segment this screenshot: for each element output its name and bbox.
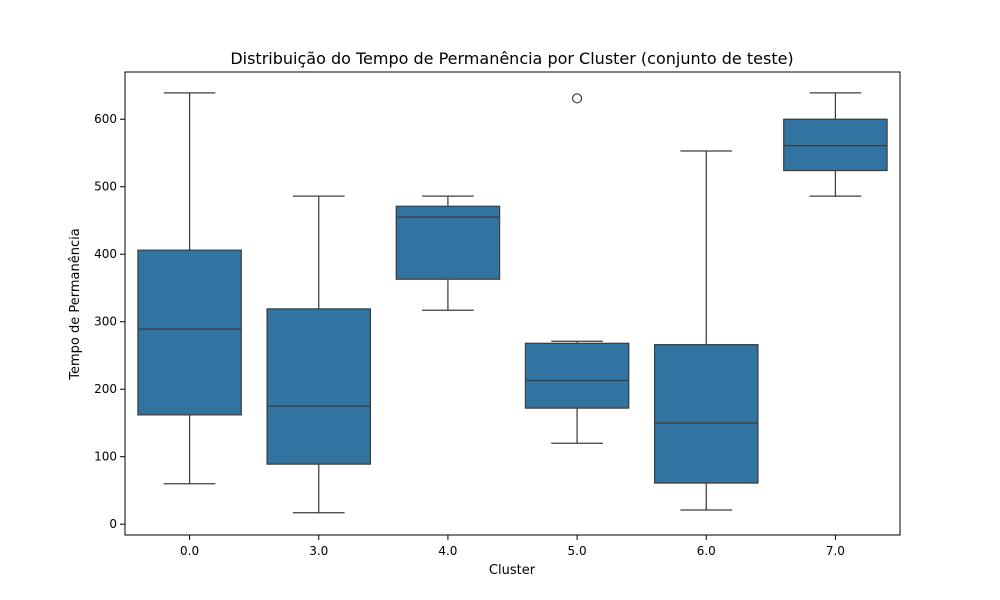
box-group-0.0 bbox=[137, 92, 242, 485]
box-iqr bbox=[653, 344, 759, 484]
box-iqr bbox=[137, 249, 242, 416]
x-axis: 0.0 3.0 4.0 5.0 6.0 7.0 bbox=[180, 535, 845, 558]
y-tick-label: 400 bbox=[94, 247, 117, 261]
box-group-7.0 bbox=[783, 92, 888, 197]
box-iqr bbox=[524, 342, 630, 409]
y-axis-label: Tempo de Permanência bbox=[68, 228, 83, 380]
y-tick-label: 0 bbox=[109, 517, 117, 531]
x-tick-label: 5.0 bbox=[568, 544, 587, 558]
chart-title: Distribuição do Tempo de Permanência por… bbox=[230, 49, 793, 68]
box-series bbox=[137, 92, 888, 514]
outlier-point bbox=[571, 93, 583, 104]
box-group-3.0 bbox=[266, 195, 372, 514]
x-axis-label: Cluster bbox=[489, 563, 536, 578]
y-axis: 0 100 200 300 400 500 600 bbox=[94, 112, 125, 531]
plot-area-frame bbox=[124, 71, 901, 536]
box-group-4.0 bbox=[395, 195, 501, 311]
box-group-5.0 bbox=[524, 93, 630, 444]
x-tick-label: 7.0 bbox=[826, 544, 845, 558]
x-tick-label: 6.0 bbox=[697, 544, 716, 558]
box-group-6.0 bbox=[653, 150, 759, 511]
x-tick-label: 3.0 bbox=[309, 544, 328, 558]
x-tick-label: 0.0 bbox=[180, 544, 199, 558]
box-iqr bbox=[266, 308, 372, 465]
y-tick-label: 500 bbox=[94, 180, 117, 194]
y-tick-label: 300 bbox=[94, 315, 117, 329]
box-iqr bbox=[783, 118, 888, 172]
y-tick-label: 600 bbox=[94, 112, 117, 126]
y-tick-label: 100 bbox=[94, 450, 117, 464]
x-tick-label: 4.0 bbox=[438, 544, 457, 558]
y-tick-label: 200 bbox=[94, 382, 117, 396]
box-iqr bbox=[395, 205, 501, 280]
